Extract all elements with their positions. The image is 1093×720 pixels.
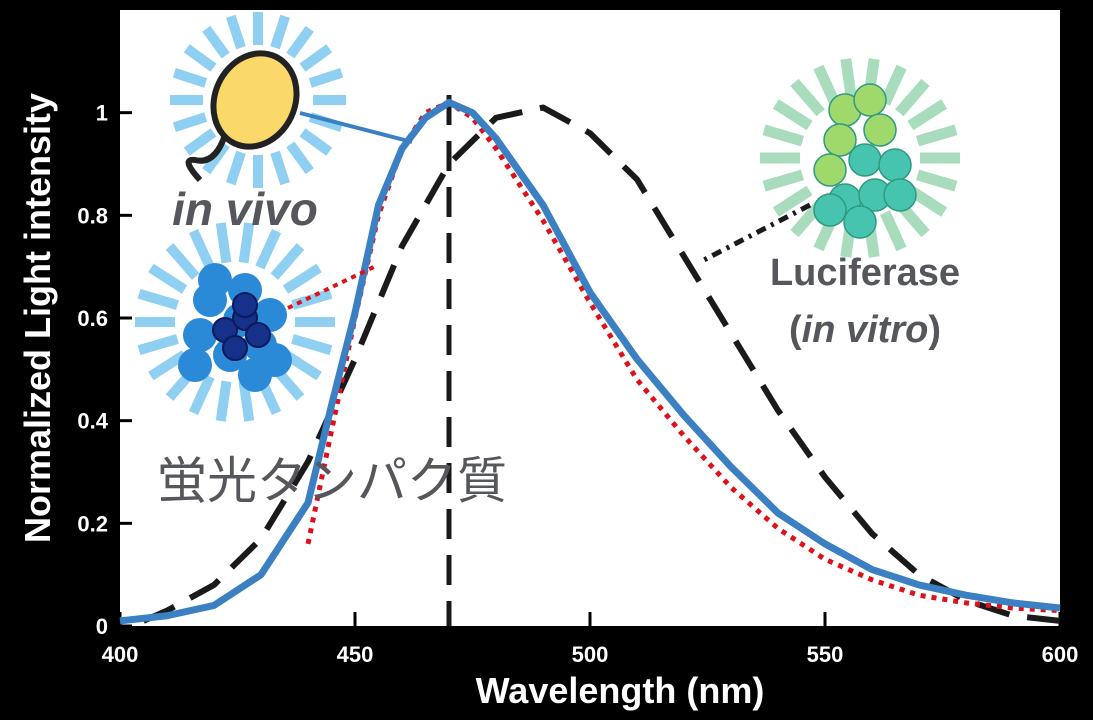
icon-blob-dark xyxy=(233,293,257,317)
series-label: Luciferase xyxy=(770,252,960,294)
icon-ray xyxy=(221,381,227,421)
icon-blob xyxy=(183,318,217,352)
x-tick-label: 500 xyxy=(572,642,609,667)
icon-bead xyxy=(849,144,881,176)
series-label: 蛍光タンパク質 xyxy=(157,453,507,509)
y-tick-label: 0 xyxy=(96,614,108,639)
x-axis-label: Wavelength (nm) xyxy=(476,670,765,711)
icon-blob-dark xyxy=(223,336,247,360)
icon-bead xyxy=(814,194,846,226)
icon-blob xyxy=(258,343,292,377)
chart: Wavelength (nm) Normalized Light intensi… xyxy=(0,0,1093,720)
series-label: in vivo xyxy=(172,183,318,235)
series-note-part: ) xyxy=(928,309,941,351)
y-tick-label: 0.4 xyxy=(77,409,108,434)
icon-bead xyxy=(854,84,886,116)
x-tick-label: 450 xyxy=(337,642,374,667)
x-tick-label: 400 xyxy=(102,642,139,667)
y-axis-label: Normalized Light intensity xyxy=(17,93,58,543)
icon-blob-dark xyxy=(246,323,270,347)
icon-bead xyxy=(844,206,876,238)
y-tick-label: 0.2 xyxy=(77,511,108,536)
icon-bead xyxy=(879,149,911,181)
y-tick-label: 0.8 xyxy=(77,203,108,228)
x-tick-label: 550 xyxy=(807,642,844,667)
y-tick-label: 1 xyxy=(96,101,108,126)
icon-bead xyxy=(884,179,916,211)
icon-blob xyxy=(178,348,212,382)
series-note-part: in vitro xyxy=(802,309,929,351)
series-note-part: ( xyxy=(789,309,802,351)
icon-bead xyxy=(864,114,896,146)
y-tick-label: 0.6 xyxy=(77,306,108,331)
series-note: (in vitro) xyxy=(789,309,941,351)
x-tick-label: 600 xyxy=(1042,642,1079,667)
icon-bead xyxy=(814,154,846,186)
icon-blob xyxy=(198,263,232,297)
icon-ray xyxy=(846,59,852,99)
